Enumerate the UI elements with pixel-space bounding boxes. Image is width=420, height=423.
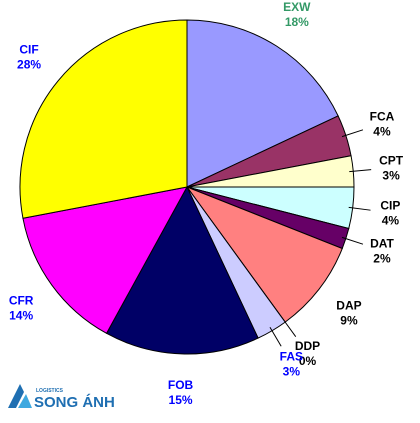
slice-label: EXW [283, 0, 311, 14]
slice-value-label: 4% [382, 214, 400, 228]
slice-value-label: 15% [169, 393, 193, 407]
slice-label: CPT [379, 154, 404, 168]
slice-value-label: 4% [373, 125, 391, 139]
logo-name: SONG ÁNH [34, 394, 115, 411]
slice-label: CIP [380, 199, 400, 213]
logo-tagline: LOGISTICS [36, 388, 64, 394]
leader-line [348, 206, 371, 211]
slice-value-label: 3% [283, 364, 301, 378]
leader-line [269, 327, 282, 347]
pie-slice [185, 185, 343, 323]
logo-icon [18, 394, 32, 408]
slice-label: FOB [168, 378, 194, 392]
slice-value-label: 2% [373, 251, 391, 265]
slice-label: DAP [336, 299, 361, 313]
slice-label: FCA [370, 110, 395, 124]
slice-value-label: 9% [340, 314, 358, 328]
pie-slice [22, 186, 188, 335]
leader-line [341, 236, 364, 245]
slice-value-label: 14% [9, 308, 33, 322]
slice-label: DDP [295, 339, 320, 353]
slice-value-label: 18% [285, 15, 309, 29]
pie-slice [186, 19, 339, 188]
slice-label: DAT [370, 236, 394, 250]
pie-slice [105, 185, 259, 355]
slice-value-label: 3% [382, 169, 400, 183]
slice-label: CIF [19, 42, 38, 56]
logo: LOGISTICS SONG ÁNH [8, 384, 115, 411]
slice-label: FAS [280, 349, 303, 363]
leader-line [349, 169, 372, 173]
leader-line [341, 129, 364, 138]
slice-label: CFR [9, 293, 34, 307]
slice-value-label: 28% [17, 57, 41, 71]
pie-slice [19, 19, 188, 219]
logo-icon [8, 384, 24, 408]
pie: EXW18%FCA4%CPT3%CIP4%DAT2%DAP9%DDP0%FAS3… [9, 0, 404, 407]
slice-value-label: 0% [299, 354, 317, 368]
